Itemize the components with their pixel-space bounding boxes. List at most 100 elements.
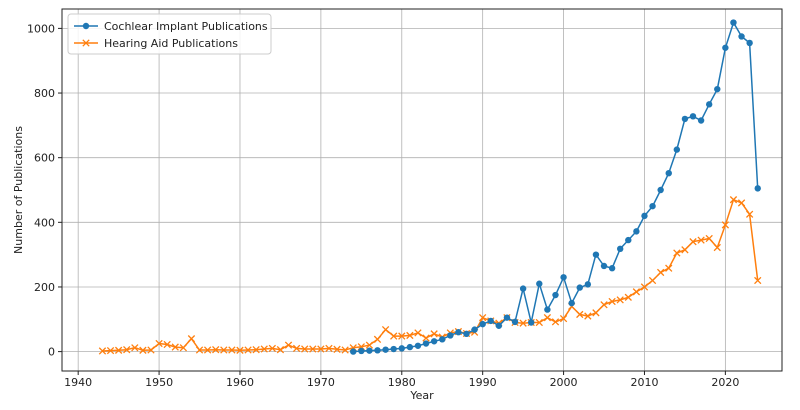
data-point bbox=[422, 334, 430, 342]
data-point bbox=[390, 345, 397, 353]
data-point bbox=[374, 347, 381, 354]
data-point bbox=[244, 346, 252, 354]
data-point bbox=[705, 101, 713, 108]
data-point bbox=[236, 346, 244, 354]
data-point bbox=[260, 345, 268, 353]
data-point bbox=[381, 325, 390, 334]
series-layer bbox=[98, 19, 762, 355]
data-point bbox=[754, 276, 762, 285]
legend-label: Cochlear Implant Publications bbox=[104, 20, 268, 33]
data-point bbox=[576, 310, 584, 319]
x-tick-label: 1960 bbox=[226, 376, 254, 389]
data-point bbox=[106, 346, 115, 355]
data-point bbox=[754, 185, 761, 192]
data-point bbox=[625, 236, 632, 244]
x-tick-label: 1990 bbox=[469, 376, 497, 389]
data-point bbox=[697, 236, 705, 244]
data-point bbox=[447, 332, 454, 339]
data-point bbox=[252, 346, 260, 354]
data-point bbox=[657, 186, 664, 194]
data-point bbox=[624, 293, 632, 301]
data-point bbox=[195, 346, 204, 354]
data-point bbox=[163, 340, 171, 349]
data-point bbox=[576, 284, 583, 291]
data-point bbox=[179, 344, 188, 352]
y-tick-label: 400 bbox=[34, 216, 55, 229]
data-point bbox=[592, 309, 600, 317]
data-point bbox=[746, 39, 753, 47]
data-point bbox=[665, 169, 672, 177]
data-point bbox=[114, 346, 123, 354]
data-point bbox=[366, 347, 373, 354]
data-point bbox=[714, 85, 721, 93]
data-point bbox=[479, 314, 487, 322]
data-point bbox=[171, 343, 179, 351]
y-tick-label: 600 bbox=[34, 152, 55, 165]
data-point bbox=[139, 346, 147, 354]
legend-item: Cochlear Implant Publications bbox=[74, 20, 268, 33]
data-point bbox=[697, 117, 705, 124]
legend-box bbox=[67, 13, 272, 55]
y-tick-label: 200 bbox=[34, 281, 55, 294]
x-tick-label: 2020 bbox=[711, 376, 739, 389]
data-point bbox=[559, 314, 568, 323]
data-point bbox=[648, 276, 657, 285]
legend-swatch-marker bbox=[82, 22, 90, 30]
x-tick-label: 1970 bbox=[307, 376, 335, 389]
data-point bbox=[398, 332, 406, 340]
data-point bbox=[673, 146, 681, 153]
data-point bbox=[382, 346, 389, 353]
data-point bbox=[414, 342, 422, 349]
data-point bbox=[738, 33, 745, 40]
data-point bbox=[681, 115, 689, 123]
grid bbox=[62, 9, 782, 371]
data-point bbox=[309, 345, 317, 353]
data-point bbox=[568, 299, 575, 307]
data-point bbox=[131, 344, 139, 352]
data-point bbox=[617, 245, 624, 253]
x-tick-label: 2000 bbox=[550, 376, 578, 389]
data-point bbox=[268, 344, 276, 353]
data-point bbox=[155, 339, 163, 348]
data-point bbox=[737, 199, 746, 207]
data-point bbox=[147, 346, 155, 354]
y-axis-label: Number of Publications bbox=[12, 126, 25, 254]
legend-swatch-marker bbox=[82, 39, 90, 47]
data-point bbox=[284, 341, 293, 349]
data-point bbox=[681, 246, 689, 254]
data-point bbox=[358, 347, 365, 355]
data-point bbox=[649, 202, 656, 210]
data-point bbox=[98, 347, 107, 355]
x-tick-label: 1980 bbox=[388, 376, 416, 389]
data-point bbox=[673, 249, 681, 257]
x-axis-label: Year bbox=[409, 389, 434, 402]
data-point bbox=[616, 296, 624, 304]
data-point bbox=[689, 113, 697, 120]
data-point bbox=[463, 330, 470, 338]
data-point bbox=[373, 335, 382, 343]
data-point bbox=[519, 285, 527, 292]
data-point bbox=[406, 343, 414, 351]
data-point bbox=[365, 341, 374, 349]
ticks: 1940 1950 1960 1970 1980 1990 2000 2010 2020 0 200… bbox=[27, 22, 739, 389]
data-point bbox=[503, 314, 511, 321]
data-point bbox=[203, 346, 212, 354]
y-tick-label: 0 bbox=[48, 346, 55, 359]
data-point bbox=[730, 19, 737, 26]
data-point bbox=[656, 268, 665, 277]
data-point bbox=[528, 319, 535, 326]
data-point bbox=[350, 348, 357, 355]
plot-frame bbox=[61, 8, 783, 372]
data-point bbox=[390, 332, 398, 340]
data-point bbox=[519, 319, 527, 327]
y-tick-label: 800 bbox=[34, 87, 55, 100]
data-point bbox=[633, 228, 640, 235]
x-tick-label: 2010 bbox=[630, 376, 658, 389]
data-point bbox=[592, 251, 600, 258]
data-point bbox=[640, 283, 649, 291]
data-point bbox=[471, 326, 478, 333]
legend-label: Hearing Aid Publications bbox=[104, 37, 238, 50]
series-line bbox=[102, 198, 759, 352]
